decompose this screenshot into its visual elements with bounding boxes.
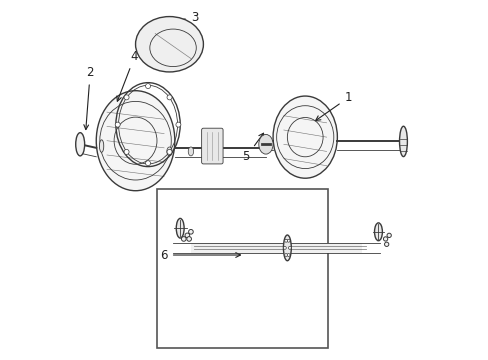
Text: 1: 1 [315,91,351,121]
Ellipse shape [283,235,291,261]
FancyBboxPatch shape [201,128,223,164]
Text: 5: 5 [242,133,263,163]
Text: 6: 6 [160,248,240,261]
Text: 2: 2 [83,66,94,130]
Circle shape [167,149,172,154]
Ellipse shape [99,140,103,152]
Circle shape [115,122,120,127]
Ellipse shape [188,229,193,234]
Ellipse shape [188,147,193,156]
FancyBboxPatch shape [157,189,328,348]
Ellipse shape [399,126,407,157]
Circle shape [284,239,287,242]
Ellipse shape [258,134,272,154]
Ellipse shape [166,147,172,156]
Text: 4: 4 [117,50,138,101]
Circle shape [145,161,150,166]
Circle shape [145,84,150,89]
Circle shape [286,239,289,242]
Ellipse shape [383,237,387,241]
Circle shape [286,253,289,256]
Ellipse shape [184,233,189,238]
Ellipse shape [386,233,390,238]
Circle shape [176,122,181,127]
Ellipse shape [76,133,84,156]
Circle shape [124,149,129,154]
Ellipse shape [374,223,382,241]
Circle shape [284,253,287,256]
Ellipse shape [384,242,388,247]
Circle shape [124,95,129,100]
Ellipse shape [135,17,203,72]
Ellipse shape [181,237,186,241]
Circle shape [283,247,285,249]
Text: 3: 3 [166,11,198,24]
Circle shape [167,95,172,100]
Ellipse shape [96,91,175,191]
Ellipse shape [272,96,337,178]
FancyBboxPatch shape [190,243,362,253]
Ellipse shape [186,237,191,241]
Circle shape [288,247,291,249]
Ellipse shape [176,219,184,238]
